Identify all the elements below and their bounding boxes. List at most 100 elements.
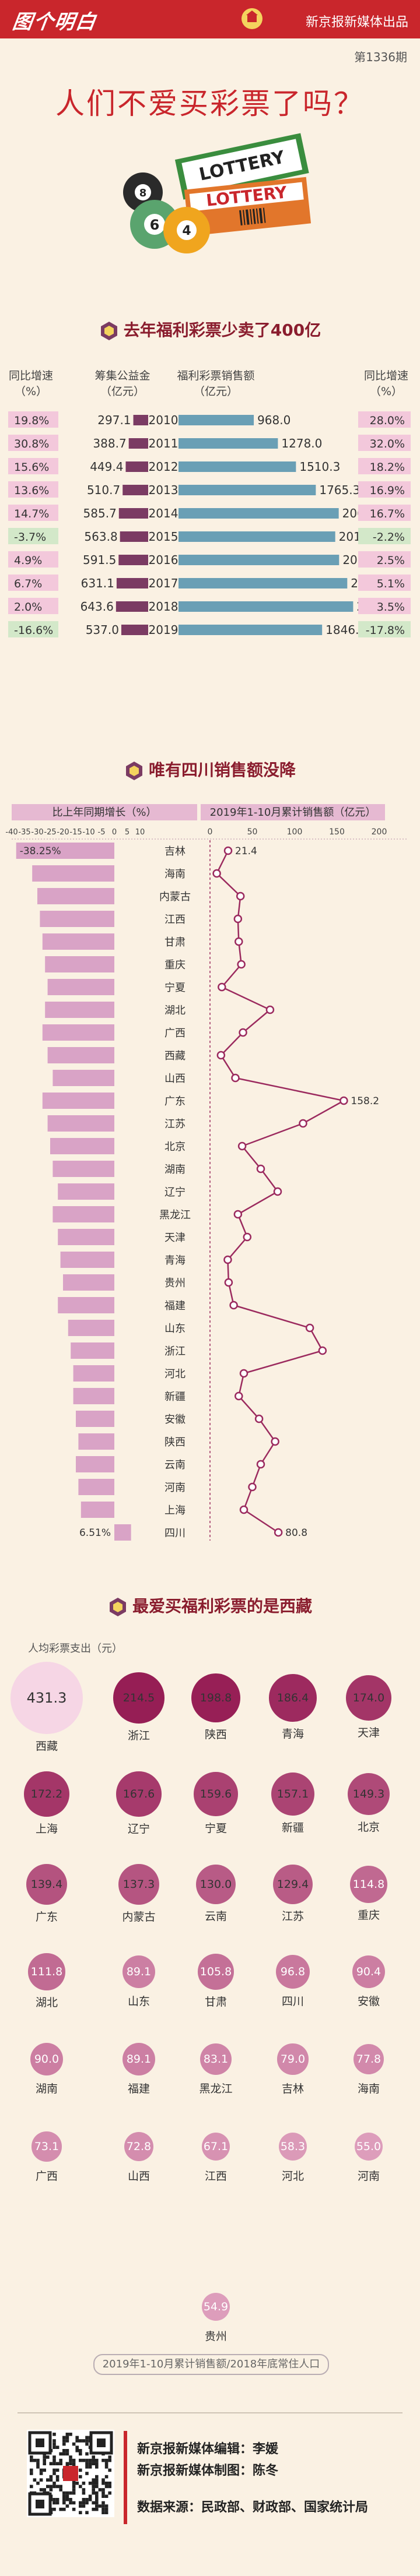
growth-bar xyxy=(47,1115,114,1132)
per-capita-bubble: 67.1 xyxy=(201,2132,230,2161)
year-label: 2018 xyxy=(149,600,178,614)
fund-value-label: 631.1 xyxy=(81,576,114,590)
left-tick: 10 xyxy=(135,828,145,837)
province-name: 贵州 xyxy=(204,2330,227,2343)
fund-value-label: 449.4 xyxy=(90,460,123,474)
sales-growth-cell xyxy=(358,481,411,498)
province-name: 湖北 xyxy=(35,1996,58,2009)
right-header-band xyxy=(201,804,385,820)
hexagon-icon xyxy=(125,762,142,780)
fund-value-label: 643.6 xyxy=(80,600,114,614)
sales-bar xyxy=(178,461,296,472)
per-capita-bubble: 77.8 xyxy=(353,2043,384,2075)
fund-bar xyxy=(116,578,148,589)
province-name: 新疆 xyxy=(281,1821,304,1835)
province-label: 河南 xyxy=(164,1482,186,1494)
per-capita-subtitle: 人均彩票支出（元） xyxy=(28,1643,123,1655)
left-header-band xyxy=(12,804,197,820)
year-label: 2019 xyxy=(149,623,178,637)
fund-value-label: 510.7 xyxy=(87,483,120,497)
fund-growth-cell xyxy=(8,598,58,614)
province-label: 重庆 xyxy=(164,959,186,971)
publisher-label: 新京报新媒体出品 xyxy=(305,15,408,30)
sales-point xyxy=(340,1096,348,1105)
sales-bar xyxy=(178,438,278,449)
sales-point xyxy=(235,1391,243,1401)
svg-text:6: 6 xyxy=(150,217,160,233)
fund-bar xyxy=(116,601,148,612)
sales-growth-cell xyxy=(358,505,411,521)
top-banner xyxy=(0,0,420,38)
province-label: 青海 xyxy=(164,1254,186,1267)
left-tick: -30 xyxy=(31,828,43,837)
sales-point xyxy=(237,1141,247,1151)
province-name: 甘肃 xyxy=(204,1995,227,2008)
province-label: 安徽 xyxy=(164,1414,186,1426)
province-name: 江西 xyxy=(204,2170,227,2183)
page-title: 人们不爱买彩票了吗？ xyxy=(55,87,365,121)
province-name: 云南 xyxy=(204,1910,227,1923)
growth-bar xyxy=(63,1274,114,1291)
year-label: 2013 xyxy=(149,483,178,497)
sales-growth-label: 5.1% xyxy=(377,577,405,590)
qr-code xyxy=(27,2430,114,2517)
lottery-illustration: LOTTERY LOTTERY 8 6 4 xyxy=(123,133,312,253)
growth-bar xyxy=(58,1183,114,1200)
sales-growth-cell xyxy=(358,458,411,474)
fund-growth-cell xyxy=(8,435,58,451)
fund-growth-label: 30.8% xyxy=(14,438,49,450)
sales-growth-label: 16.7% xyxy=(370,508,405,520)
sales-growth-label: 16.9% xyxy=(370,484,405,497)
fund-value-label: 563.8 xyxy=(84,530,117,544)
footer-divider xyxy=(18,2412,402,2413)
province-label: 海南 xyxy=(164,868,186,880)
province-label: 云南 xyxy=(164,1459,186,1471)
per-capita-bubbles: 431.3 西藏 214.5 浙江 198.8 陕西 186.4 青海 174.0 天津 172.2… xyxy=(0,1661,420,2343)
right-tick: 100 xyxy=(287,827,303,837)
growth-bar xyxy=(114,1524,131,1541)
fund-growth-cell xyxy=(8,458,58,474)
editor-credit: 新京报新媒体编辑：李媛 xyxy=(137,2442,279,2457)
left-tick: -35 xyxy=(18,828,30,837)
fund-value-label: 537.0 xyxy=(86,623,119,637)
left-tick: -10 xyxy=(82,828,94,837)
fund-bar xyxy=(120,531,148,542)
growth-label: -38.25% xyxy=(20,845,61,857)
hdr-right-growth: 同比增速 （%） xyxy=(363,369,408,398)
province-label: 湖南 xyxy=(164,1164,186,1176)
emblem-icon xyxy=(242,8,262,29)
sales-bar xyxy=(178,625,323,635)
province-name: 江苏 xyxy=(281,1909,304,1923)
right-tick: 150 xyxy=(329,827,345,837)
per-capita-bubble: 72.8 xyxy=(124,2131,154,2162)
left-header: 比上年同期增长（%） xyxy=(52,806,156,819)
fund-growth-label: -16.6% xyxy=(14,624,53,637)
sales-growth-label: -17.8% xyxy=(366,624,405,637)
fund-value-label: 388.7 xyxy=(93,436,126,450)
per-capita-bubble: 89.1 xyxy=(122,2042,156,2076)
per-capita-bubble: 174.0 xyxy=(345,1675,392,1721)
section1-title: 去年福利彩票少卖了400亿 xyxy=(0,318,420,341)
sales-point xyxy=(318,1346,327,1355)
sales-point xyxy=(233,914,243,924)
sales-bar xyxy=(178,415,254,425)
province-label: 江苏 xyxy=(164,1118,186,1130)
sales-point xyxy=(223,846,233,855)
sales-bar xyxy=(178,555,340,565)
fund-growth-label: 13.6% xyxy=(14,484,49,497)
sales-point xyxy=(305,1323,314,1333)
province-name: 内蒙古 xyxy=(122,1910,156,1923)
per-capita-bubble: 54.9 xyxy=(202,2293,230,2321)
sales-growth-cell xyxy=(358,598,411,614)
growth-bar xyxy=(76,1411,114,1427)
sales-point xyxy=(254,1414,264,1423)
sales-point xyxy=(236,891,245,901)
per-capita-bubble: 89.1 xyxy=(122,1955,156,1989)
per-capita-bubble: 186.4 xyxy=(269,1674,317,1722)
sales-point xyxy=(239,1369,249,1378)
right-tick: 0 xyxy=(208,827,213,837)
fund-bar xyxy=(118,508,148,519)
year-label: 2017 xyxy=(149,576,178,590)
left-tick: 0 xyxy=(112,828,117,837)
sales-bar xyxy=(178,601,354,612)
